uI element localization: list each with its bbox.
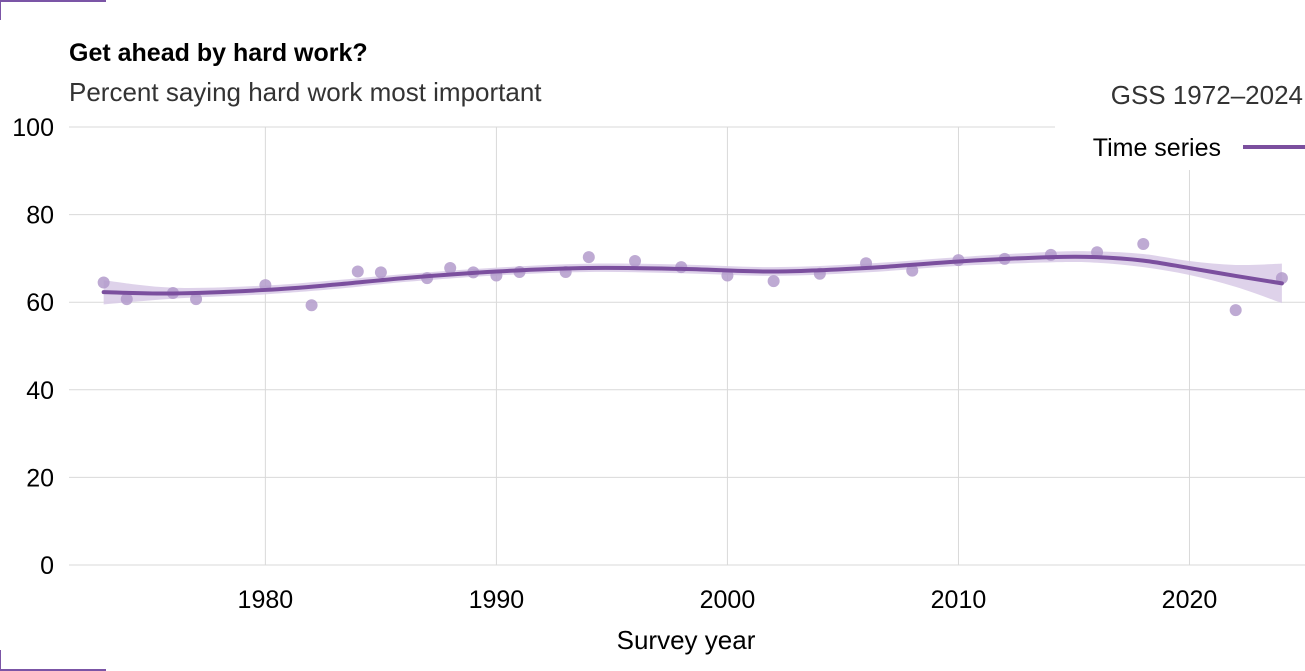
y-tick-label-80: 80 [26, 202, 54, 230]
x-tick-label-2010: 2010 [931, 586, 987, 614]
data-point [767, 275, 780, 288]
x-tick-label-2020: 2020 [1162, 586, 1218, 614]
data-point [906, 264, 919, 277]
source-label: GSS 1972–2024 [1111, 80, 1303, 110]
data-point [97, 276, 110, 289]
grid [69, 126, 1305, 566]
corner-mark-bottom [0, 650, 106, 671]
trend-line [101, 254, 1284, 296]
data-point [374, 266, 387, 279]
x-tick-label-1990: 1990 [469, 586, 525, 614]
corner-mark-top [0, 0, 106, 20]
chart-subtitle: Percent saying hard work most important [69, 77, 542, 107]
confidence-band [103, 251, 1282, 305]
chart-title: Get ahead by hard work? [69, 39, 368, 67]
x-tick-label-2000: 2000 [700, 586, 756, 614]
data-point [305, 299, 318, 312]
y-axis-ticks: 0 20 40 60 80 100 [12, 114, 54, 580]
data-point [629, 255, 642, 268]
x-tick-label-1980: 1980 [238, 586, 294, 614]
trend-line-layer [101, 254, 1284, 296]
y-tick-label-60: 60 [26, 289, 54, 317]
y-tick-label-100: 100 [12, 114, 54, 142]
data-points-layer [97, 237, 1288, 317]
x-axis-ticks: 1980 1990 2000 2010 2020 [238, 586, 1218, 614]
y-tick-label-20: 20 [26, 464, 54, 492]
data-point [351, 265, 364, 278]
data-point [1229, 304, 1242, 317]
data-point [190, 293, 203, 306]
legend-label: Time series [1093, 134, 1221, 162]
legend-background [1055, 64, 1305, 170]
data-point [1137, 237, 1150, 250]
data-point [444, 262, 457, 275]
y-tick-label-40: 40 [26, 377, 54, 405]
confidence-band-layer [103, 251, 1282, 305]
data-point [582, 251, 595, 264]
y-tick-label-0: 0 [40, 552, 54, 580]
x-axis-title: Survey year [617, 625, 756, 655]
data-point [120, 293, 133, 306]
